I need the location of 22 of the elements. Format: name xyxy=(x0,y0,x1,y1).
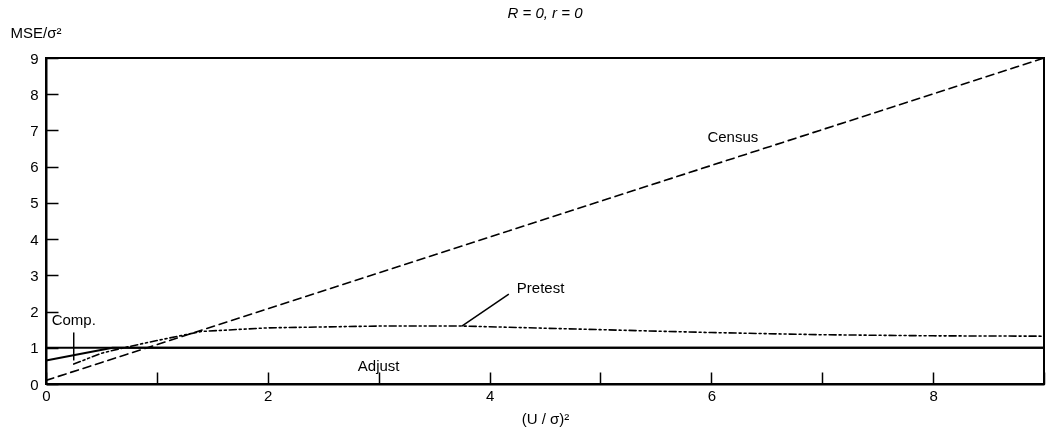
y-axis-title: MSE/σ² xyxy=(10,23,62,41)
y-tick-label: 9 xyxy=(30,49,39,67)
annotation: Pretest xyxy=(516,279,566,297)
annotation: Adjust xyxy=(357,356,401,374)
x-tick-label: 2 xyxy=(264,386,273,404)
annotation: Census xyxy=(707,127,759,145)
annotation: Comp. xyxy=(51,311,96,329)
y-tick-label: 2 xyxy=(30,303,39,321)
x-tick-label: 8 xyxy=(929,386,938,404)
y-tick-label: 3 xyxy=(30,266,39,284)
chart-title: R = 0, r = 0 xyxy=(507,4,584,21)
x-tick-label: 6 xyxy=(707,386,717,404)
y-tick-label: 4 xyxy=(30,230,39,248)
x-tick-label: 0 xyxy=(42,386,51,404)
y-tick-label: 5 xyxy=(30,194,39,212)
x-tick-label: 4 xyxy=(485,386,495,404)
y-tick-label: 1 xyxy=(30,339,39,357)
x-axis-title: (U / σ)² xyxy=(521,409,570,427)
y-tick-label: 6 xyxy=(30,158,39,176)
y-tick-label: 8 xyxy=(30,85,39,103)
y-tick-label: 7 xyxy=(30,121,39,139)
y-tick-label: 0 xyxy=(30,375,39,393)
